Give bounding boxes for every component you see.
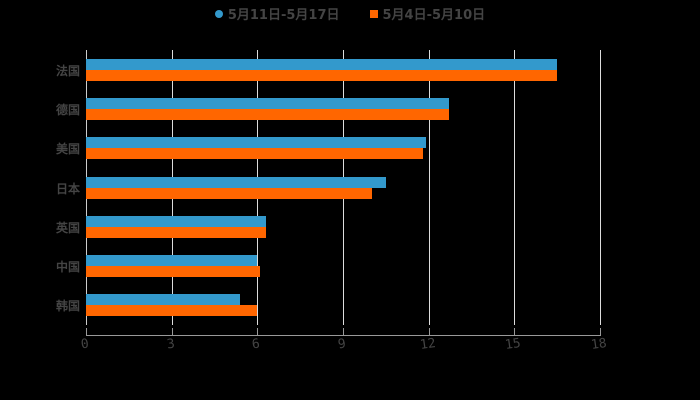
x-tick — [428, 328, 430, 336]
gridline — [514, 50, 516, 325]
x-tick-label: 3 — [165, 336, 176, 353]
bar[interactable] — [86, 137, 426, 149]
bar[interactable] — [86, 226, 266, 238]
legend-label: 5月11日-5月17日 — [227, 8, 340, 23]
category-label: 日本 — [55, 181, 80, 196]
bar[interactable] — [86, 148, 423, 160]
legend-item-series-2[interactable]: 5月4日-5月10日 — [369, 4, 486, 23]
x-tick — [86, 328, 87, 336]
bar[interactable] — [86, 176, 386, 188]
x-tick-label: 12 — [418, 335, 437, 354]
legend-item-series-1[interactable]: 5月11日-5月17日 — [214, 4, 340, 23]
bar[interactable] — [86, 294, 241, 306]
gridline — [428, 50, 430, 325]
circle-marker-icon — [214, 9, 223, 18]
category-label: 德国 — [55, 103, 80, 118]
square-marker-icon — [369, 9, 378, 18]
category-label: 中国 — [55, 260, 80, 274]
bar[interactable] — [86, 266, 261, 277]
bar[interactable] — [86, 255, 258, 266]
gridline — [600, 50, 601, 325]
bar[interactable] — [86, 109, 449, 121]
x-tick — [171, 328, 173, 336]
bar[interactable] — [86, 59, 558, 70]
chart-legend: 5月11日-5月17日 5月4日-5月10日 — [0, 4, 700, 23]
x-tick-label: 18 — [590, 335, 608, 354]
bar[interactable] — [86, 187, 372, 199]
bar[interactable] — [86, 70, 558, 81]
legend-label: 5月4日-5月10日 — [382, 8, 486, 23]
bar[interactable] — [86, 98, 449, 110]
x-tick — [257, 328, 259, 336]
x-tick-label: 0 — [79, 336, 90, 353]
x-tick-label: 6 — [251, 336, 262, 353]
x-tick — [343, 328, 344, 336]
category-label: 英国 — [55, 220, 80, 235]
category-label: 法国 — [55, 64, 80, 78]
x-tick — [514, 328, 516, 336]
category-label: 韩国 — [55, 299, 80, 314]
x-tick-label: 9 — [336, 336, 347, 353]
x-tick-label: 15 — [504, 335, 522, 354]
bar[interactable] — [86, 305, 258, 317]
x-tick — [600, 328, 601, 336]
category-label: 美国 — [55, 142, 80, 157]
bar[interactable] — [86, 215, 266, 227]
